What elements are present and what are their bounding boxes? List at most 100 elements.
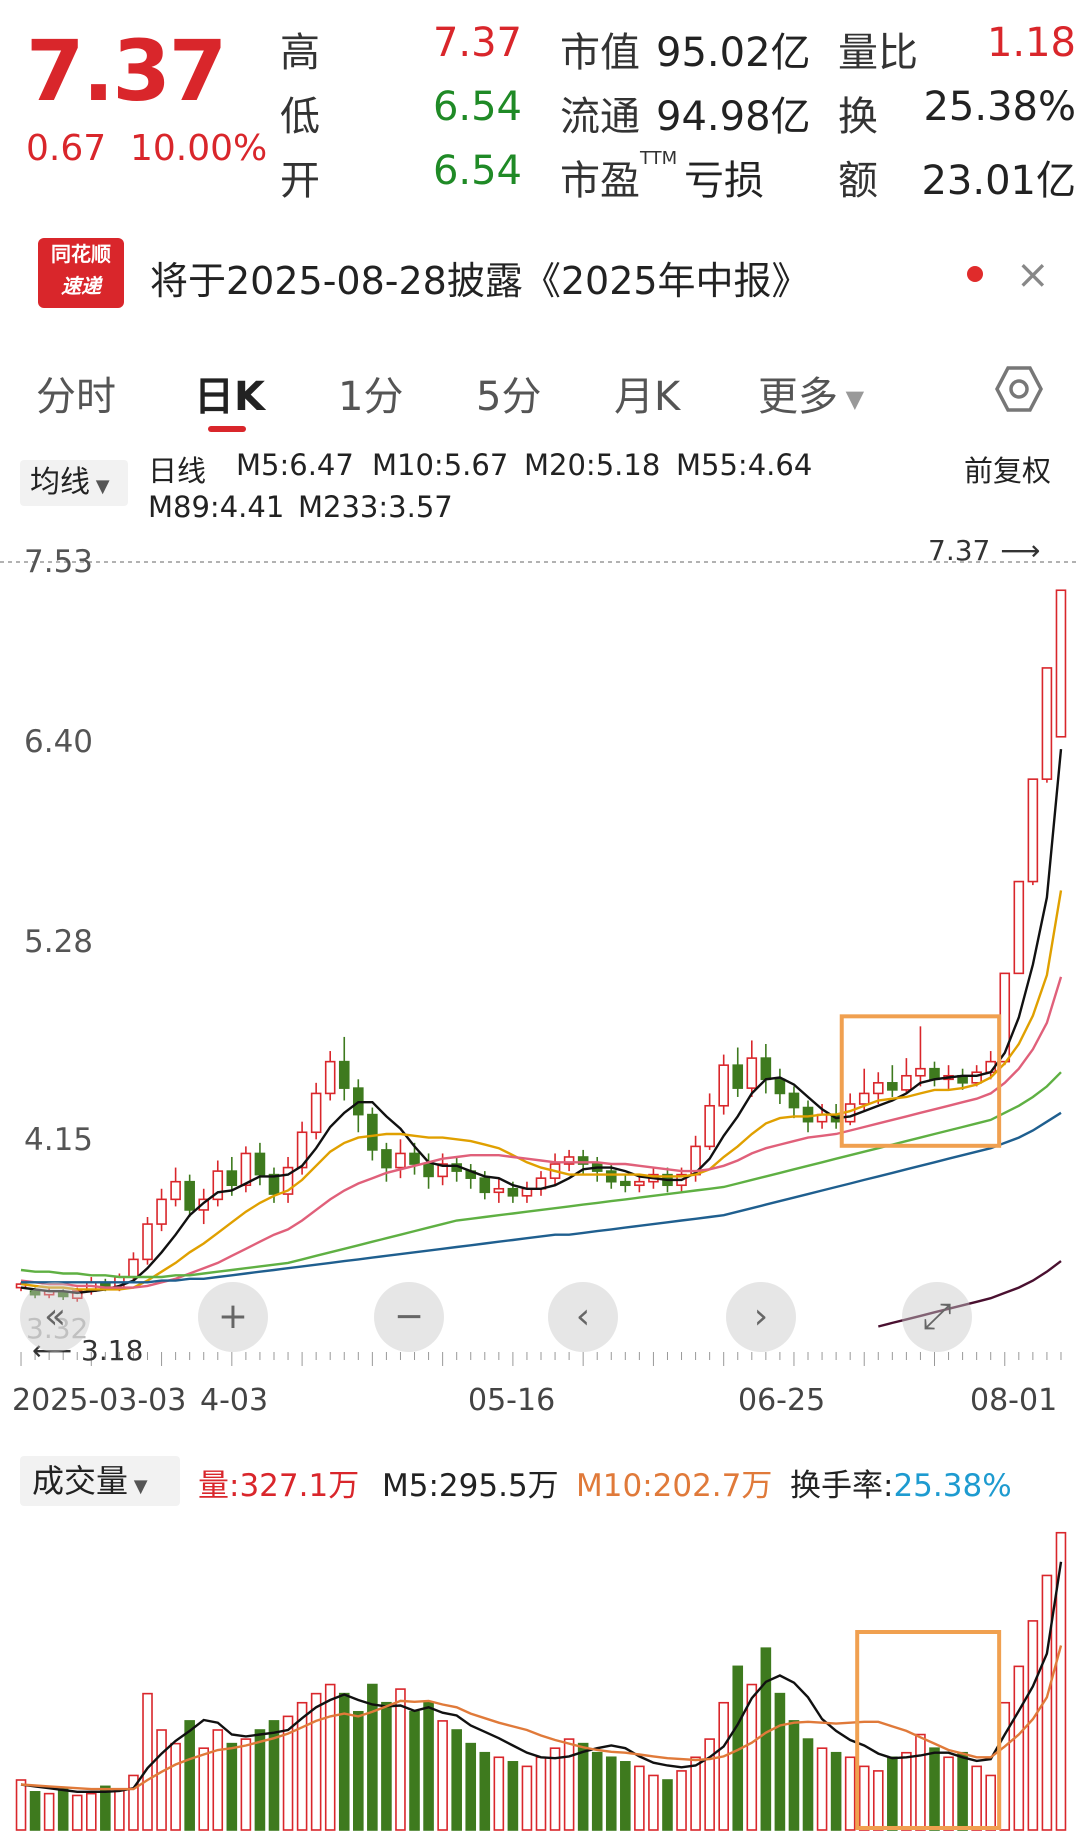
volume-bar — [85, 1792, 97, 1831]
candle-body — [479, 1177, 491, 1194]
adjust-mode[interactable]: 前复权 — [964, 454, 1052, 488]
tab-daily-k[interactable]: 日K — [194, 374, 265, 420]
candle-body — [29, 1290, 41, 1296]
candle — [929, 1061, 940, 1087]
candle — [788, 1086, 800, 1119]
volume-bar — [282, 1715, 294, 1831]
candle-body — [170, 1180, 181, 1201]
scroll-right-icon[interactable]: › — [726, 1282, 796, 1352]
candle-body — [296, 1131, 308, 1169]
ma233-label: M233:3.57 — [298, 490, 453, 524]
volume-bar — [704, 1738, 715, 1831]
volume-bar — [114, 1788, 125, 1831]
volume-bar — [887, 1756, 898, 1831]
volume-bar — [170, 1742, 181, 1831]
volume-bar — [156, 1729, 167, 1831]
quote-label: 市值 — [560, 30, 640, 76]
date-axis-label: 4-03 — [200, 1383, 269, 1418]
date-axis-label: 06-25 — [738, 1383, 826, 1418]
date-axis-label: 2025-03-03 — [12, 1383, 187, 1418]
ma-line-m233 — [878, 1260, 1062, 1328]
candle-body — [774, 1078, 786, 1095]
ma10-label: M10:5.67 — [372, 448, 509, 482]
volume-bar — [605, 1756, 617, 1831]
candle-body — [254, 1152, 266, 1176]
tab-monthly-k[interactable]: 月K — [614, 374, 681, 420]
volume-bar — [816, 1747, 828, 1831]
tab-intraday[interactable]: 分时 — [36, 374, 116, 420]
scroll-left-icon[interactable]: ‹ — [548, 1282, 618, 1352]
candle-body — [999, 972, 1011, 1063]
zoom-out-icon[interactable]: − — [374, 1282, 444, 1352]
candle — [563, 1149, 575, 1172]
candle-body — [1041, 667, 1053, 780]
ma89-label: M89:4.41 — [148, 490, 285, 524]
volume-chart[interactable] — [0, 1520, 1080, 1832]
date-axis-label: 05-16 — [468, 1383, 556, 1418]
candle-body — [507, 1187, 519, 1197]
candle — [760, 1043, 772, 1094]
volume-bar — [858, 1765, 870, 1831]
volume-bar — [746, 1683, 758, 1831]
candle-body — [423, 1163, 434, 1178]
price-change-percent: 10.00% — [130, 128, 268, 169]
candle — [367, 1107, 378, 1161]
arrow-left-icon: ⟵ — [32, 1334, 82, 1367]
volume-bar — [788, 1720, 800, 1831]
volume-bar — [395, 1688, 406, 1831]
volume-bar — [929, 1747, 940, 1831]
scroll-start-icon[interactable]: « — [20, 1282, 90, 1352]
volume-bar — [465, 1742, 477, 1831]
volume-bar — [451, 1729, 462, 1831]
ma5-label: M5:6.47 — [236, 448, 354, 482]
tab-more[interactable]: 更多 ▼ — [758, 364, 864, 422]
low-marker: ⟵ 3.18 — [32, 1334, 143, 1367]
candle — [718, 1054, 729, 1115]
settings-hexagon-icon[interactable] — [994, 364, 1044, 414]
candle-body — [128, 1258, 139, 1278]
zoom-in-icon[interactable]: + — [198, 1282, 268, 1352]
ma-dropdown[interactable]: 均线 ▼ — [20, 460, 128, 506]
candle-body — [1013, 880, 1025, 975]
candle — [142, 1217, 153, 1265]
quote-label: 高 — [280, 30, 320, 76]
volume-bar — [15, 1779, 27, 1831]
candlestick-chart[interactable] — [0, 540, 1080, 1370]
tab-1min[interactable]: 1分 — [338, 374, 404, 420]
candle-body — [1055, 589, 1067, 738]
fullscreen-icon[interactable]: ⤢ — [902, 1282, 972, 1352]
low-marker-value: 3.18 — [81, 1334, 144, 1367]
candle-body — [409, 1152, 420, 1165]
unread-dot-icon — [967, 266, 983, 282]
candle — [858, 1068, 870, 1112]
volume-bar — [507, 1761, 519, 1831]
volume-bar — [549, 1747, 561, 1831]
logo-text-bottom: 速递 — [61, 274, 101, 298]
caret-down-icon: ▼ — [128, 1476, 148, 1497]
volume-indicator-dropdown[interactable]: 成交量 ▼ — [20, 1456, 180, 1506]
report-notice[interactable]: 将于2025-08-28披露《2025年中报》 — [150, 259, 810, 303]
volume-bar — [29, 1791, 41, 1831]
volume-bar — [479, 1751, 491, 1831]
volume-m5: M5:295.5万 — [382, 1468, 559, 1504]
candle-body — [915, 1067, 926, 1077]
candle-body — [226, 1170, 238, 1187]
candle — [887, 1065, 898, 1097]
volume-bar — [760, 1647, 772, 1831]
caret-down-icon: ▼ — [90, 476, 110, 497]
volume-bar — [957, 1751, 968, 1831]
volume-bar — [872, 1770, 884, 1831]
quote-label: 低 — [280, 94, 320, 140]
volume-bar — [535, 1756, 547, 1831]
close-icon[interactable]: × — [1016, 252, 1050, 298]
volume-bar — [493, 1756, 505, 1831]
tab-5min[interactable]: 5分 — [476, 374, 542, 420]
candle-body — [381, 1149, 392, 1169]
ma55-label: M55:4.64 — [676, 448, 813, 482]
volume-ma-line-m5 — [20, 1561, 1063, 1793]
candle — [901, 1058, 912, 1094]
candle — [746, 1040, 758, 1097]
candle — [493, 1178, 505, 1203]
candle — [732, 1047, 744, 1097]
quote-value: 亏损 — [684, 158, 764, 204]
